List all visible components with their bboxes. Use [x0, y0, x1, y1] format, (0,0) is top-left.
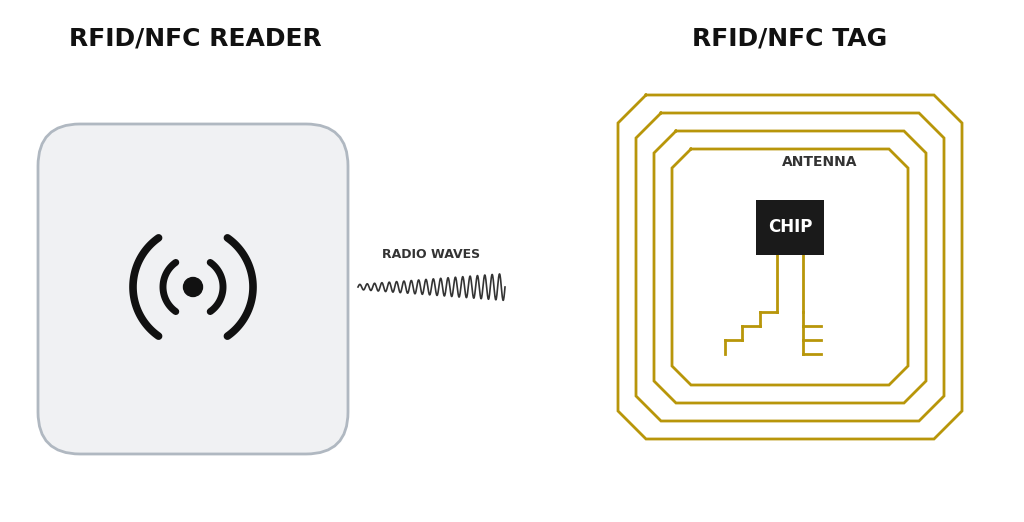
- Text: CHIP: CHIP: [768, 219, 812, 236]
- Text: RFID/NFC TAG: RFID/NFC TAG: [692, 27, 888, 51]
- FancyBboxPatch shape: [38, 124, 348, 454]
- Bar: [756, 200, 824, 255]
- Text: ANTENNA: ANTENNA: [782, 155, 858, 169]
- Text: RFID/NFC READER: RFID/NFC READER: [69, 27, 322, 51]
- Text: RADIO WAVES: RADIO WAVES: [382, 248, 480, 262]
- Circle shape: [183, 278, 203, 296]
